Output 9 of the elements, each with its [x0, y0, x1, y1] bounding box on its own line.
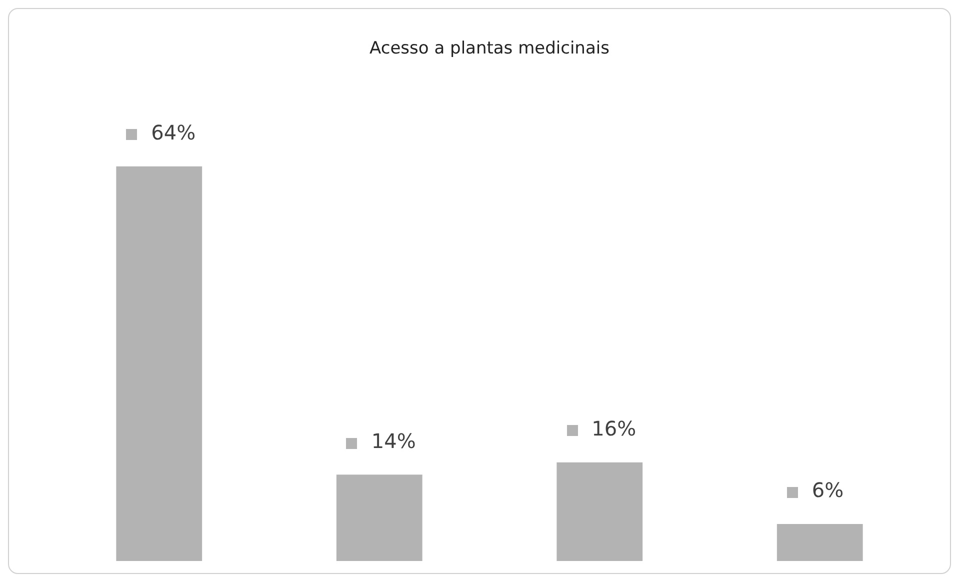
chart-title: Acesso a plantas medicinais: [370, 38, 610, 59]
data-label: 6%: [812, 478, 844, 502]
data-label: 14%: [371, 428, 416, 453]
data-label: 64%: [151, 120, 196, 145]
bar: [116, 166, 202, 561]
data-label: 16%: [592, 416, 636, 441]
bar: [556, 462, 643, 561]
bar: [776, 524, 863, 561]
bar: [336, 474, 422, 561]
